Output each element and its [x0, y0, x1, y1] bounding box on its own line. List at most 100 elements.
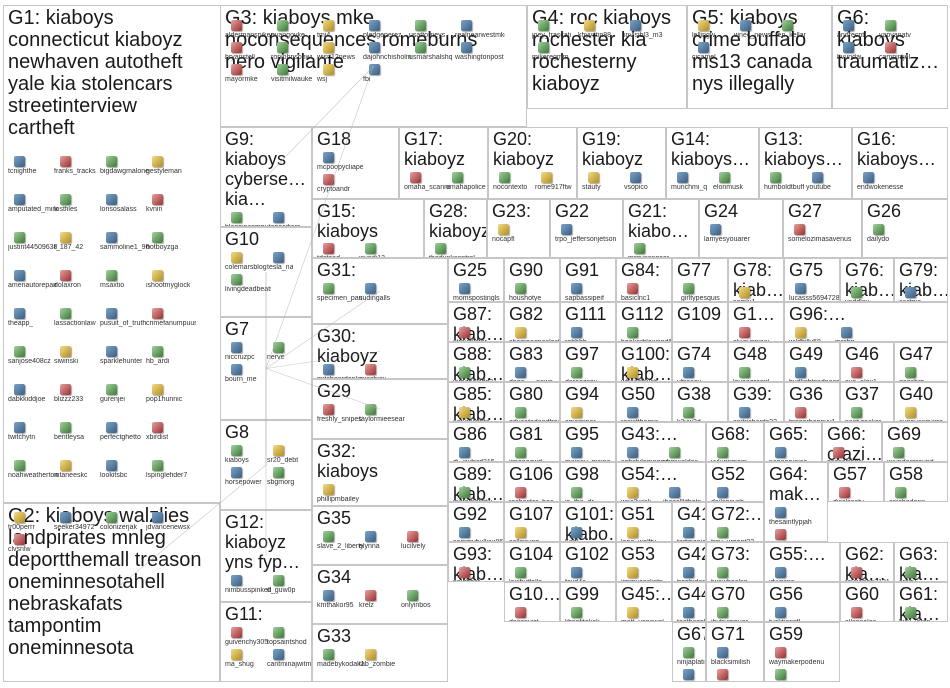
user-node[interactable]	[273, 342, 284, 353]
user-node[interactable]	[873, 224, 884, 235]
user-node[interactable]	[365, 364, 376, 375]
user-node[interactable]	[14, 384, 25, 395]
user-node[interactable]	[273, 575, 284, 586]
user-node[interactable]	[365, 590, 376, 601]
user-node[interactable]	[323, 64, 334, 75]
user-node[interactable]	[669, 487, 680, 498]
user-node[interactable]	[152, 156, 163, 167]
user-node[interactable]	[905, 367, 916, 378]
user-node[interactable]	[60, 232, 71, 243]
user-node[interactable]	[106, 308, 117, 319]
user-node[interactable]	[231, 467, 242, 478]
user-node[interactable]	[571, 487, 582, 498]
user-node[interactable]	[571, 567, 582, 578]
user-node[interactable]	[905, 407, 916, 418]
user-node[interactable]	[60, 346, 71, 357]
user-node[interactable]	[231, 364, 242, 375]
user-node[interactable]	[459, 567, 470, 578]
user-node[interactable]	[851, 607, 862, 618]
user-node[interactable]	[795, 367, 806, 378]
user-node[interactable]	[459, 407, 470, 418]
user-node[interactable]	[770, 172, 781, 183]
user-node[interactable]	[152, 270, 163, 281]
user-node[interactable]	[698, 42, 709, 53]
user-node[interactable]	[323, 283, 334, 294]
user-node[interactable]	[584, 20, 595, 31]
user-node[interactable]	[106, 512, 117, 523]
user-node[interactable]	[895, 487, 906, 498]
user-node[interactable]	[60, 460, 71, 471]
user-node[interactable]	[365, 283, 376, 294]
user-node[interactable]	[231, 649, 242, 660]
user-node[interactable]	[627, 527, 638, 538]
user-node[interactable]	[627, 283, 638, 294]
user-node[interactable]	[323, 174, 334, 185]
user-node[interactable]	[60, 512, 71, 523]
user-node[interactable]	[14, 156, 25, 167]
user-node[interactable]	[323, 243, 334, 254]
user-node[interactable]	[515, 487, 526, 498]
user-node[interactable]	[323, 364, 334, 375]
user-node[interactable]	[893, 447, 904, 458]
user-node[interactable]	[775, 607, 786, 618]
user-node[interactable]	[106, 232, 117, 243]
user-node[interactable]	[14, 270, 25, 281]
user-node[interactable]	[571, 367, 582, 378]
user-node[interactable]	[106, 384, 117, 395]
user-node[interactable]	[627, 487, 638, 498]
user-node[interactable]	[365, 531, 376, 542]
user-node[interactable]	[683, 367, 694, 378]
user-node[interactable]	[851, 287, 862, 298]
user-node[interactable]	[782, 20, 793, 31]
user-node[interactable]	[561, 224, 572, 235]
user-node[interactable]	[106, 346, 117, 357]
user-node[interactable]	[851, 567, 862, 578]
user-node[interactable]	[323, 484, 334, 495]
user-node[interactable]	[571, 447, 582, 458]
user-node[interactable]	[739, 327, 750, 338]
user-node[interactable]	[541, 172, 552, 183]
user-node[interactable]	[231, 42, 242, 53]
user-node[interactable]	[775, 507, 786, 518]
user-node[interactable]	[795, 407, 806, 418]
user-node[interactable]	[410, 172, 421, 183]
user-node[interactable]	[60, 384, 71, 395]
user-node[interactable]	[812, 172, 823, 183]
user-node[interactable]	[14, 308, 25, 319]
user-node[interactable]	[323, 590, 334, 601]
user-node[interactable]	[538, 20, 549, 31]
user-node[interactable]	[407, 531, 418, 542]
user-node[interactable]	[885, 42, 896, 53]
user-node[interactable]	[152, 232, 163, 243]
user-node[interactable]	[323, 531, 334, 542]
user-node[interactable]	[841, 327, 852, 338]
user-node[interactable]	[775, 529, 786, 540]
user-node[interactable]	[775, 669, 786, 680]
user-node[interactable]	[843, 42, 854, 53]
user-node[interactable]	[231, 20, 242, 31]
user-node[interactable]	[231, 342, 242, 353]
user-node[interactable]	[863, 172, 874, 183]
user-node[interactable]	[365, 404, 376, 415]
user-node[interactable]	[839, 487, 850, 498]
user-node[interactable]	[571, 327, 582, 338]
user-node[interactable]	[515, 367, 526, 378]
user-node[interactable]	[231, 212, 242, 223]
user-node[interactable]	[106, 194, 117, 205]
user-node[interactable]	[499, 172, 510, 183]
user-node[interactable]	[851, 367, 862, 378]
user-node[interactable]	[14, 534, 25, 545]
user-node[interactable]	[277, 20, 288, 31]
user-node[interactable]	[273, 212, 284, 223]
user-node[interactable]	[152, 512, 163, 523]
user-node[interactable]	[60, 308, 71, 319]
user-node[interactable]	[717, 567, 728, 578]
user-node[interactable]	[407, 590, 418, 601]
user-node[interactable]	[885, 20, 896, 31]
user-node[interactable]	[739, 287, 750, 298]
user-node[interactable]	[459, 447, 470, 458]
user-node[interactable]	[515, 447, 526, 458]
user-node[interactable]	[683, 607, 694, 618]
user-node[interactable]	[461, 42, 472, 53]
user-node[interactable]	[683, 527, 694, 538]
